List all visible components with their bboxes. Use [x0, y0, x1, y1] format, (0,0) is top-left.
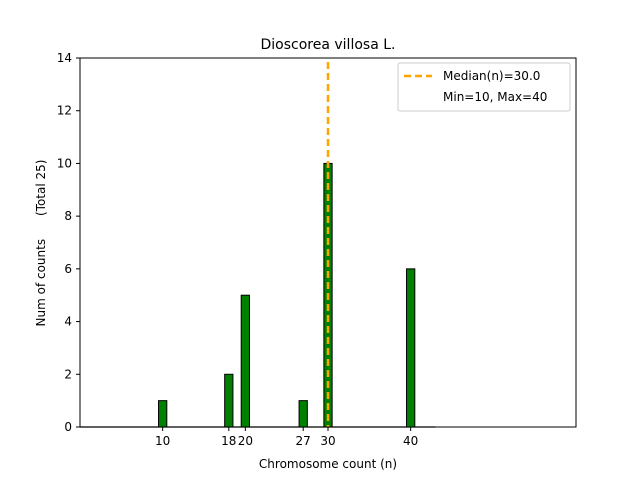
x-axis-label: Chromosome count (n) — [259, 457, 397, 471]
bar-n-18 — [224, 373, 234, 428]
bar-n-40 — [406, 268, 416, 428]
y-tick-label: 2 — [64, 367, 72, 381]
x-tick-label: 27 — [296, 434, 311, 448]
x-tick-label: 30 — [320, 434, 335, 448]
legend-box — [397, 62, 571, 112]
y-tick-label: 10 — [57, 156, 72, 170]
legend: Median(n)=30.0 Min=10, Max=40 — [397, 62, 571, 112]
y-tick-label: 12 — [57, 104, 72, 118]
x-tick-label: 18 — [221, 434, 236, 448]
x-tick-label: 10 — [155, 434, 170, 448]
y-axis-label: Num of counts (Total 25) — [34, 160, 48, 327]
y-tick-label: 14 — [57, 51, 72, 65]
y-tick-label: 6 — [64, 262, 72, 276]
y-tick-label: 8 — [64, 209, 72, 223]
legend-median-label: Median(n)=30.0 — [443, 69, 540, 83]
y-tick-label: 0 — [64, 420, 72, 434]
x-tick-label: 20 — [238, 434, 253, 448]
bar-n-20 — [240, 294, 250, 428]
legend-minmax-label: Min=10, Max=40 — [443, 90, 547, 104]
y-tick-label: 4 — [64, 315, 72, 329]
bar-n-10 — [158, 400, 168, 428]
chart-title: Dioscorea villosa L. — [261, 37, 396, 53]
bar-n-27 — [298, 400, 308, 428]
x-tick-label: 40 — [403, 434, 418, 448]
